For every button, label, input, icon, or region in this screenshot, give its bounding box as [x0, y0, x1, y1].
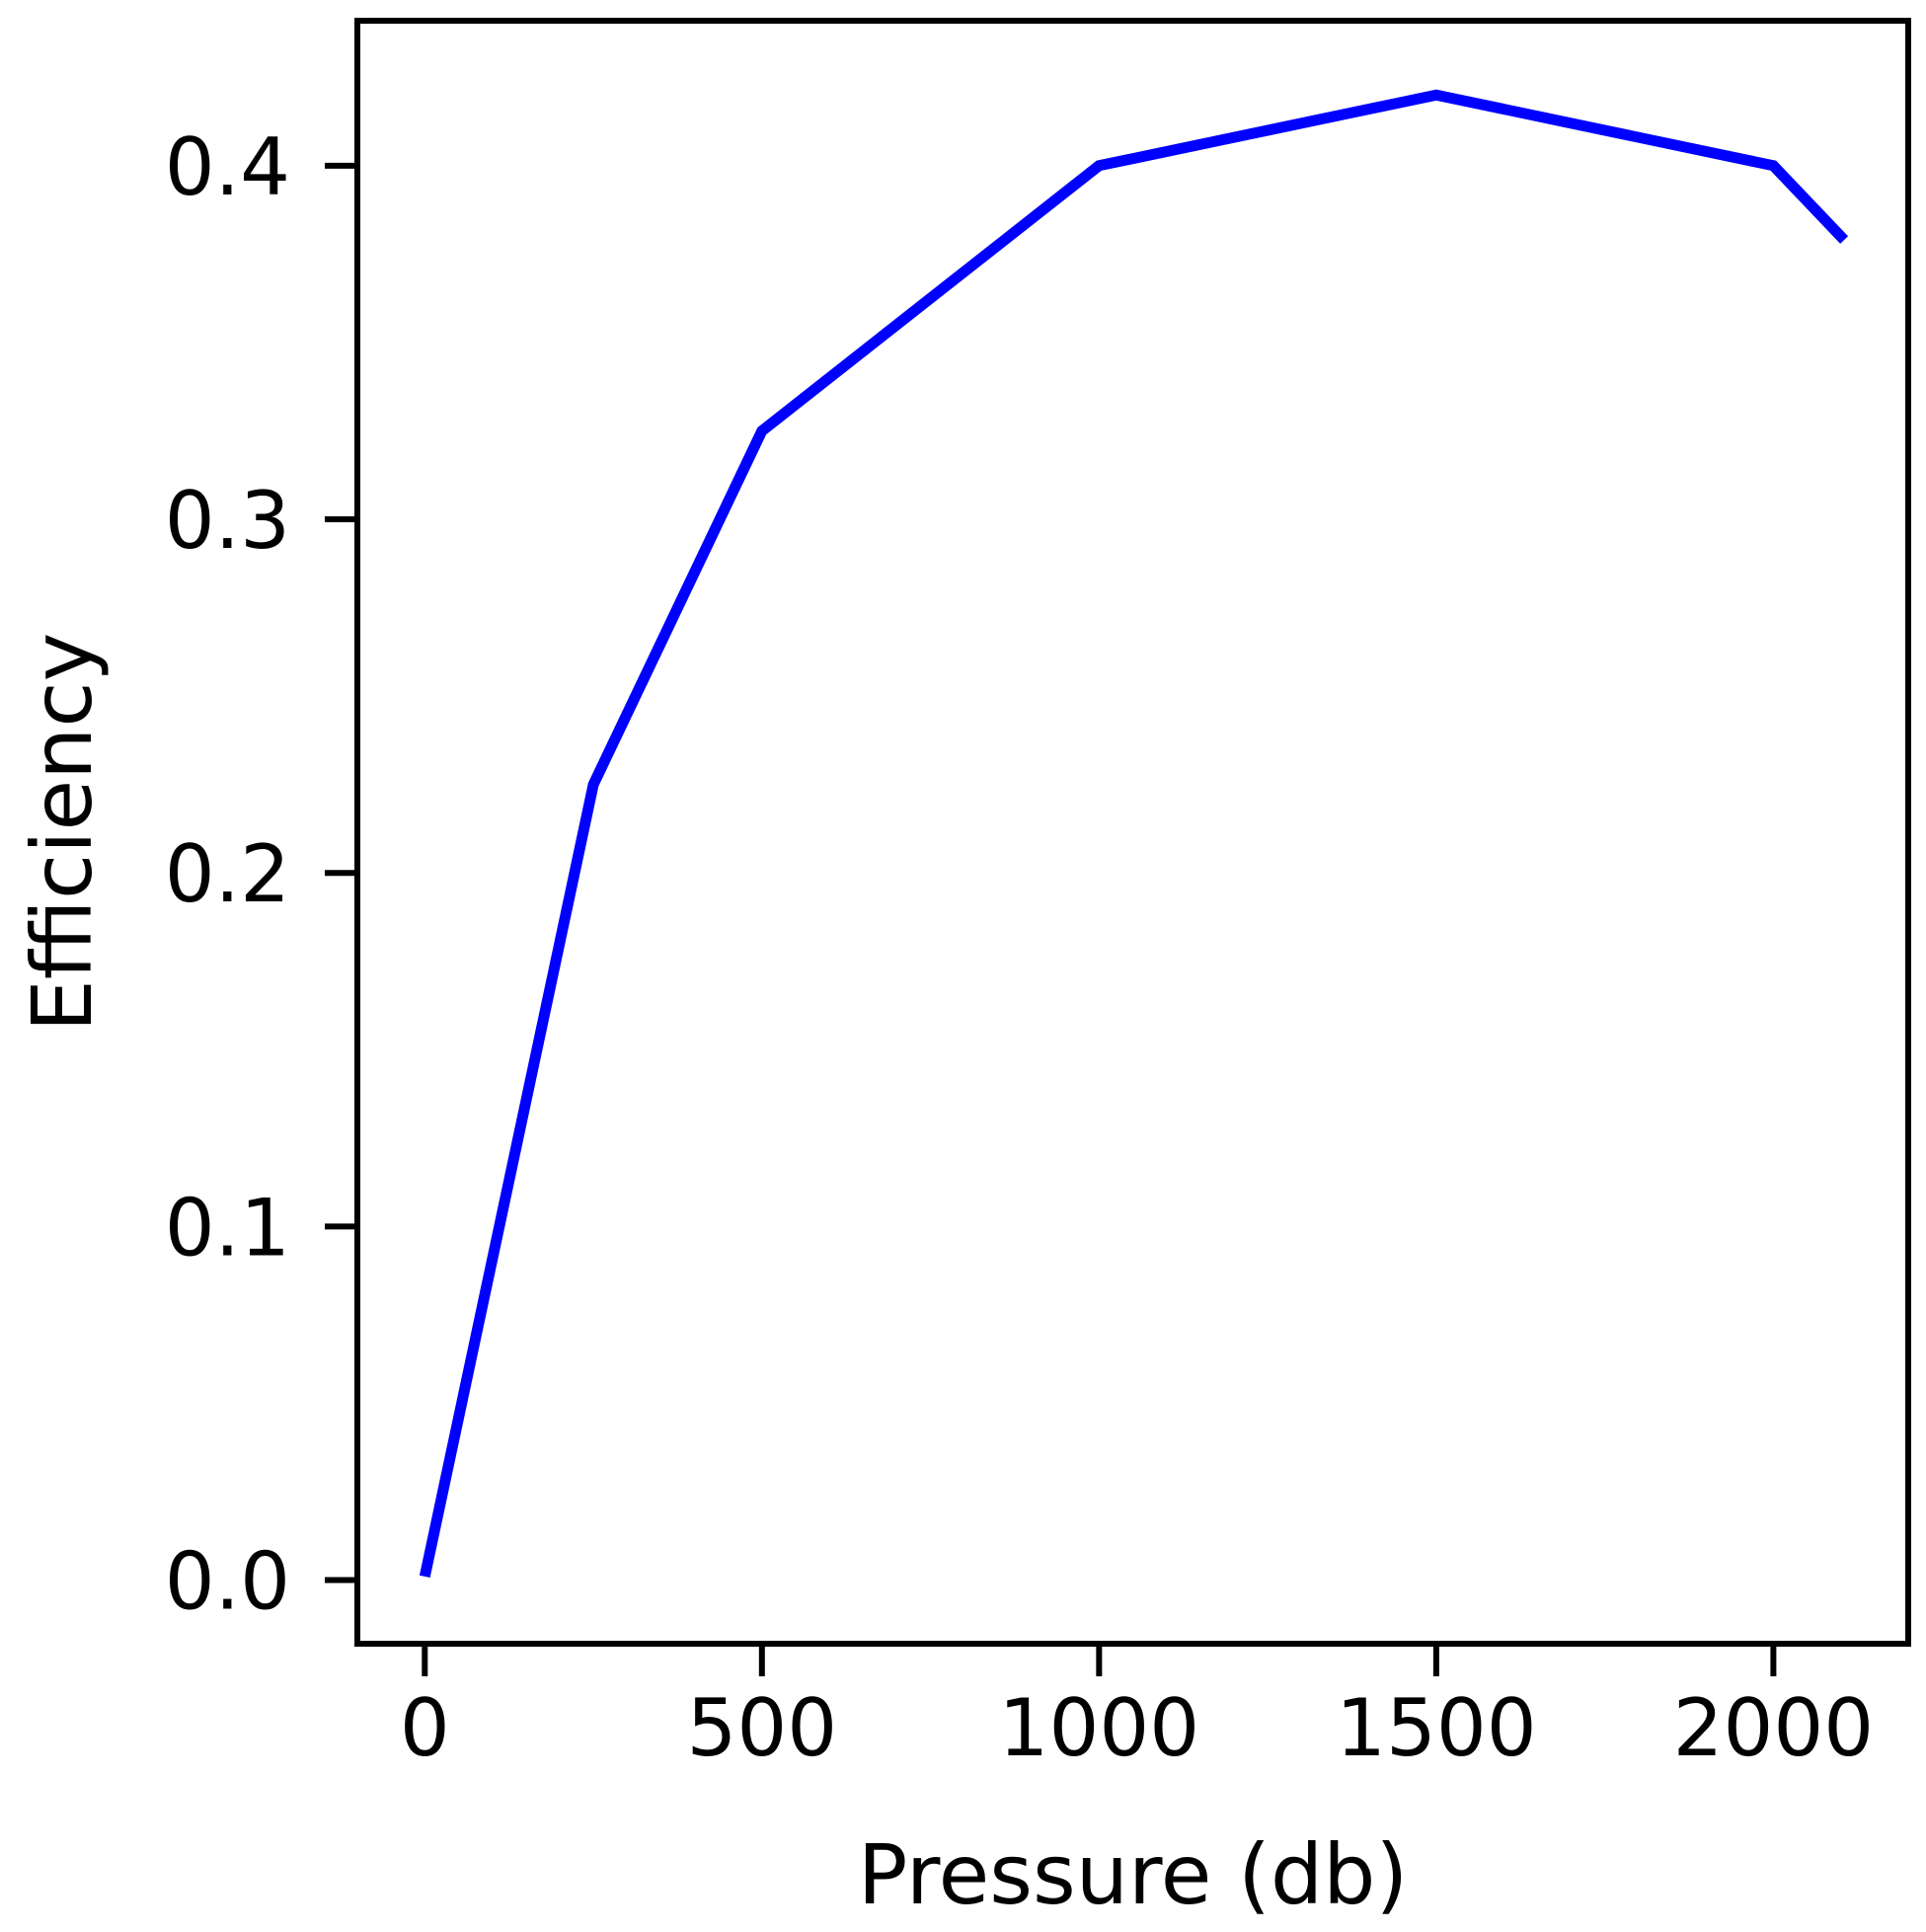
y-tick-label: 0.0 [165, 1536, 290, 1628]
x-tick-label: 500 [686, 1682, 837, 1774]
x-tick-label: 1500 [1336, 1682, 1537, 1774]
plot-frame [354, 18, 1911, 1647]
x-tick-label: 0 [400, 1682, 450, 1774]
x-axis-label: Pressure (db) [858, 1826, 1409, 1923]
y-tick-label: 0.1 [165, 1182, 290, 1274]
x-tick-label: 1000 [999, 1682, 1200, 1774]
x-tick-label: 2000 [1673, 1682, 1875, 1774]
y-tick-label: 0.3 [165, 475, 290, 567]
y-axis-label: Efficiency [14, 633, 111, 1033]
y-tick-label: 0.2 [165, 828, 290, 920]
y-tick-label: 0.4 [165, 121, 290, 213]
x-axis: 0 500 1000 1500 2000 [400, 1644, 1874, 1774]
efficiency-series-line [419, 89, 1849, 1579]
y-axis: 0.0 0.1 0.2 0.3 0.4 [165, 121, 357, 1628]
plot-area [419, 89, 1849, 1579]
